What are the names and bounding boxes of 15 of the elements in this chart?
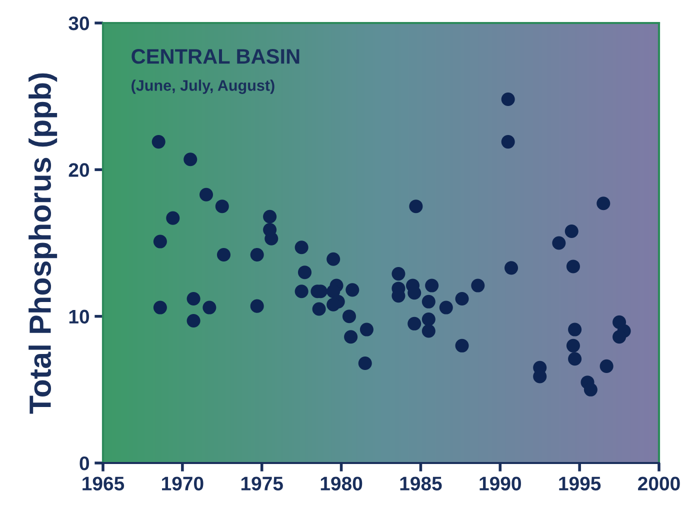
x-tick-label: 1970	[162, 476, 204, 490]
y-tick-label: 30	[68, 16, 90, 30]
x-tick-label: 2000	[638, 476, 680, 490]
y-tick-label: 20	[68, 163, 90, 177]
x-tick-label: 1985	[400, 476, 442, 490]
x-tick-label: 1980	[320, 476, 362, 490]
x-tick-label: 1965	[82, 476, 124, 490]
text: (June, July, August)	[132, 80, 274, 94]
y-axis-title: Total Phosphorus (ppb)	[28, 73, 58, 414]
x-tick-label: 1995	[559, 476, 601, 490]
x-tick-label: 1975	[241, 476, 283, 490]
x-tick-label: 1990	[480, 476, 521, 490]
y-tick-label: 0	[80, 456, 90, 470]
y-tick-label: 10	[69, 310, 90, 324]
text: CENTRAL BASIN	[132, 49, 300, 64]
